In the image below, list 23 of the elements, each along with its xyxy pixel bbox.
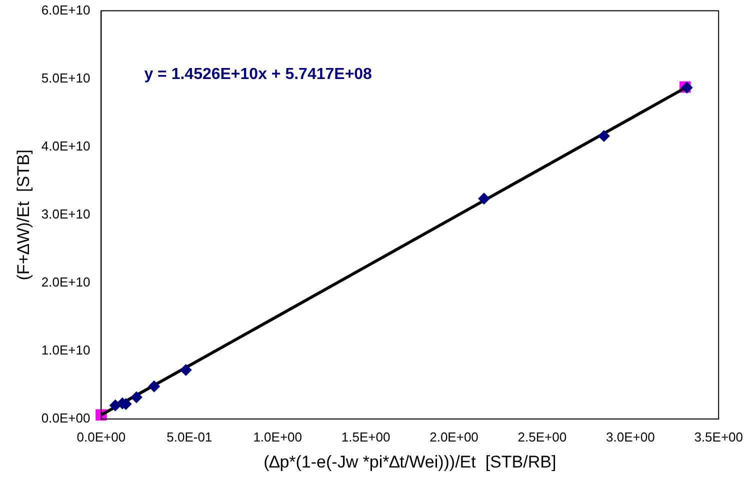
y-tick-label: 6.0E+10 xyxy=(41,2,90,18)
annotation: y = 1.4526E+10x + 5.7417E+08 xyxy=(144,66,372,84)
y-axis-title: (F+∆W)/Et [STB] xyxy=(14,149,33,280)
point xyxy=(130,391,142,404)
x-tick-label: 1.0E+00 xyxy=(253,429,302,444)
point xyxy=(598,130,610,142)
x-tick-label: 3.0E+00 xyxy=(606,429,655,444)
point xyxy=(478,192,490,205)
y-tick-label: 2.0E+10 xyxy=(41,274,90,290)
x-axis-title: (∆p*(1-e(-Jw *pi*∆t/Wei)))/Et [STB/RB] xyxy=(264,452,556,472)
y-tick-label: 3.0E+10 xyxy=(41,206,90,222)
x-tick-label: 0.0E+00 xyxy=(76,429,126,444)
x-tick-label: 1.5E+00 xyxy=(341,429,390,444)
point xyxy=(180,364,192,376)
y-tick-label: 4.0E+10 xyxy=(41,138,90,154)
y-tick-label: 1.0E+10 xyxy=(41,342,90,358)
x-tick-label: 5.0E-01 xyxy=(166,429,212,444)
point xyxy=(148,380,160,392)
y-tick-label: 5.0E+10 xyxy=(41,70,90,86)
x-tick-label: 2.0E+00 xyxy=(430,429,478,444)
x-tick-label: 2.5E+00 xyxy=(518,429,567,444)
x-tick-label: 3.5E+00 xyxy=(694,429,743,444)
y-tick-label: 0.0E+00 xyxy=(41,410,90,426)
